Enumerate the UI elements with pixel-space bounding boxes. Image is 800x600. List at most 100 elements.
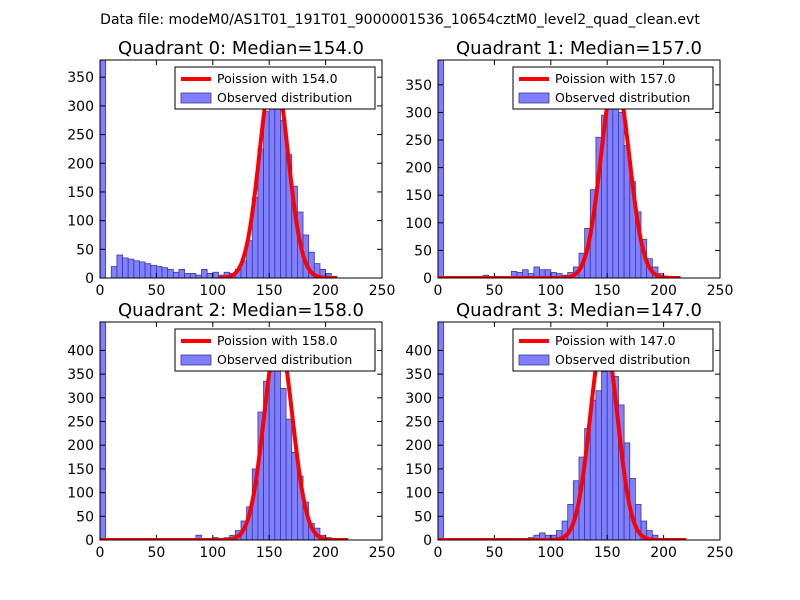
legend-line-label: Poission with 158.0 [217, 333, 338, 348]
legend-bar-swatch [518, 354, 550, 366]
x-tick-label: 0 [434, 283, 443, 299]
histogram-bar [161, 267, 169, 278]
y-tick-label: 200 [405, 161, 432, 177]
histogram-bar [438, 60, 445, 278]
y-tick-label: 0 [423, 533, 432, 549]
legend: Poission with 147.0 Observed distribution [512, 328, 714, 372]
y-tick-label: 250 [67, 128, 94, 144]
x-tick-label: 150 [256, 545, 283, 561]
x-tick-label: 200 [650, 545, 677, 561]
y-tick-label: 100 [405, 486, 432, 502]
x-tick-label: 150 [594, 545, 621, 561]
y-tick-label: 400 [67, 343, 94, 359]
x-tick-label: 250 [369, 545, 396, 561]
y-tick-label: 350 [67, 367, 94, 383]
x-tick-label: 200 [312, 545, 339, 561]
histogram-bar [618, 112, 625, 278]
x-tick-label: 250 [707, 283, 734, 299]
histogram-bar [184, 273, 191, 278]
legend-bar-label: Observed distribution [555, 352, 690, 367]
axes-frame [437, 59, 721, 279]
x-tick-label: 150 [256, 283, 283, 299]
histogram-bar [274, 88, 281, 278]
x-tick-label: 200 [650, 283, 677, 299]
x-tick-label: 50 [147, 545, 165, 561]
y-tick-label: 250 [67, 415, 94, 431]
y-tick-label: 250 [405, 133, 432, 149]
histogram-bar [127, 258, 135, 278]
legend-bar-swatch [180, 354, 212, 366]
histogram-bar [212, 271, 219, 278]
panel-quadrant-2: Quadrant 2: Median=158.0 0 50 100 150 200 250 0… [67, 300, 395, 561]
axes-frame [437, 321, 721, 541]
y-tick-label: 0 [423, 271, 432, 287]
legend-line-label: Poission with 147.0 [555, 333, 676, 348]
histogram-bar [100, 322, 107, 540]
legend-line-label: Poission with 157.0 [555, 71, 676, 86]
y-tick-label: 50 [76, 242, 94, 258]
legend-bar-swatch [518, 92, 550, 104]
y-tick-label: 250 [405, 415, 432, 431]
axes-frame [99, 59, 383, 279]
histogram-bar [201, 268, 208, 278]
panel-title: Quadrant 1: Median=157.0 [456, 38, 702, 59]
histogram-bar [100, 60, 107, 278]
histogram-bar [110, 266, 118, 278]
histogram-bar [206, 273, 214, 278]
x-tick-label: 100 [537, 283, 564, 299]
y-tick-label: 350 [67, 70, 94, 86]
y-tick-label: 0 [85, 533, 94, 549]
panel-title: Quadrant 2: Median=158.0 [118, 300, 364, 321]
histogram-bar [144, 263, 152, 278]
y-tick-label: 50 [414, 243, 432, 259]
histogram-bar [167, 268, 174, 278]
legend-bar-label: Observed distribution [217, 90, 352, 105]
legend-bar-swatch [180, 92, 212, 104]
y-tick-label: 300 [405, 391, 432, 407]
legend: Poission with 158.0 Observed distribution [174, 328, 376, 372]
y-tick-label: 100 [67, 214, 94, 230]
y-tick-label: 150 [405, 188, 432, 204]
histogram-bar [274, 366, 281, 540]
histogram-bar [438, 322, 445, 540]
histogram-bar [601, 371, 608, 540]
y-tick-label: 100 [405, 216, 432, 232]
x-tick-label: 100 [537, 545, 564, 561]
x-tick-label: 250 [707, 545, 734, 561]
y-tick-label: 150 [405, 462, 432, 478]
x-tick-label: 150 [594, 283, 621, 299]
histogram-bar [268, 359, 276, 540]
histogram-bar [606, 89, 614, 278]
x-tick-label: 200 [312, 283, 339, 299]
histogram-bar [116, 254, 123, 278]
x-tick-label: 0 [96, 545, 105, 561]
histogram-bar [155, 266, 163, 278]
panel-quadrant-1: Quadrant 1: Median=157.0 0 50 100 150 200 250 0… [405, 38, 733, 299]
histogram-bars [100, 322, 332, 540]
y-tick-label: 150 [67, 462, 94, 478]
y-tick-label: 50 [414, 509, 432, 525]
histogram-bar [150, 264, 157, 278]
histogram-bar [285, 418, 293, 540]
y-tick-label: 50 [76, 509, 94, 525]
legend-bar-label: Observed distribution [217, 352, 352, 367]
x-tick-label: 0 [96, 283, 105, 299]
legend-line-label: Poission with 154.0 [217, 71, 338, 86]
y-tick-label: 350 [405, 78, 432, 94]
figure-suptitle: Data file: modeM0/AS1T01_191T01_90000015… [100, 12, 700, 28]
histogram-bar [606, 366, 614, 540]
poisson-curve [438, 334, 688, 540]
y-tick-label: 350 [405, 367, 432, 383]
x-tick-label: 100 [199, 283, 226, 299]
histogram-bar [178, 268, 186, 278]
histogram-bar [268, 79, 276, 278]
legend-bar-label: Observed distribution [555, 90, 690, 105]
histogram-bar [139, 261, 146, 278]
y-tick-label: 400 [405, 343, 432, 359]
y-tick-label: 150 [67, 185, 94, 201]
histogram-bar [122, 257, 129, 278]
y-tick-label: 300 [405, 105, 432, 121]
y-tick-label: 200 [67, 438, 94, 454]
panel-title: Quadrant 0: Median=154.0 [118, 38, 364, 59]
histogram-bar [280, 387, 287, 540]
